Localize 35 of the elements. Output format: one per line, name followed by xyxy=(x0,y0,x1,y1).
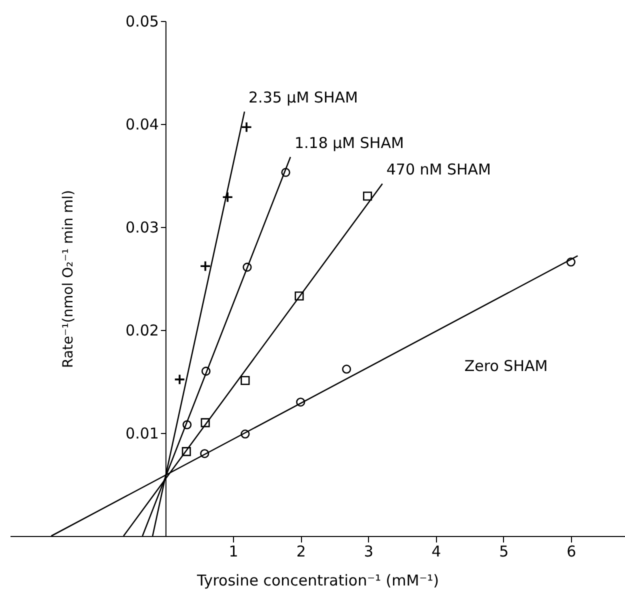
y-tick-label: 0.03 xyxy=(126,218,159,236)
point xyxy=(222,191,234,203)
point xyxy=(240,376,250,385)
point xyxy=(281,168,290,177)
point xyxy=(362,192,372,201)
series-label: 1.18 µM SHAM xyxy=(294,134,404,152)
y-axis-title: Rate⁻¹(nmol O₂⁻¹ min ml) xyxy=(60,190,77,368)
x-tick-label: 2 xyxy=(296,542,306,560)
point xyxy=(200,449,210,458)
y-tick-label: 0.05 xyxy=(126,12,159,30)
point xyxy=(242,262,252,272)
y-tick-label: 0.02 xyxy=(126,322,159,340)
x-tick-label: 5 xyxy=(499,542,509,560)
text: Zero SHAM xyxy=(464,356,548,375)
y-tick-label: 0.04 xyxy=(126,116,159,134)
series-label: 470 nM SHAM xyxy=(386,160,492,179)
x-tick-label: 6 xyxy=(566,542,576,560)
x-tick-label: 1 xyxy=(228,542,238,560)
point xyxy=(182,420,192,430)
point xyxy=(342,364,352,374)
point xyxy=(294,291,304,301)
point xyxy=(182,447,191,456)
point xyxy=(566,258,576,267)
point xyxy=(200,260,211,272)
point xyxy=(296,398,306,407)
series-label: 2.35 µM SHAM xyxy=(248,88,358,107)
x-axis-title: Tyrosine concentration⁻¹ (mM⁻¹) xyxy=(196,572,439,590)
y-tick-label: 0.01 xyxy=(126,424,159,442)
point xyxy=(240,430,250,439)
x-tick-label: 4 xyxy=(431,542,442,560)
point xyxy=(240,121,252,133)
x-tick-label: 3 xyxy=(364,542,374,560)
point xyxy=(201,366,211,376)
point xyxy=(174,374,186,386)
point xyxy=(200,418,210,428)
